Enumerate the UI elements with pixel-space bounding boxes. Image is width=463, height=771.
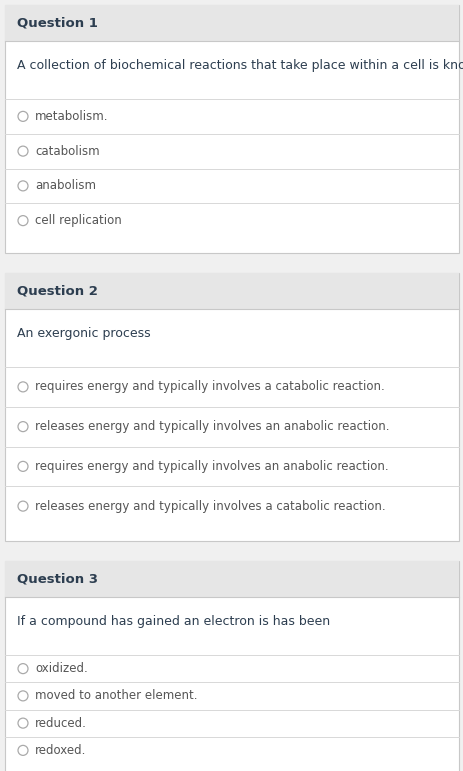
Text: requires energy and typically involves a catabolic reaction.: requires energy and typically involves a…: [35, 380, 384, 393]
Text: oxidized.: oxidized.: [35, 662, 88, 675]
Circle shape: [18, 181, 28, 191]
Circle shape: [18, 216, 28, 226]
Circle shape: [18, 718, 28, 728]
Circle shape: [18, 461, 28, 471]
Text: releases energy and typically involves an anabolic reaction.: releases energy and typically involves a…: [35, 420, 388, 433]
Circle shape: [18, 111, 28, 121]
Text: moved to another element.: moved to another element.: [35, 689, 197, 702]
Text: catabolism: catabolism: [35, 145, 100, 157]
Text: If a compound has gained an electron is has been: If a compound has gained an electron is …: [17, 615, 329, 628]
Text: An exergonic process: An exergonic process: [17, 327, 150, 340]
Circle shape: [18, 382, 28, 392]
Text: redoxed.: redoxed.: [35, 744, 86, 757]
Text: metabolism.: metabolism.: [35, 110, 108, 123]
Text: A collection of biochemical reactions that take place within a cell is known as: A collection of biochemical reactions th…: [17, 59, 463, 72]
Text: reduced.: reduced.: [35, 716, 87, 729]
Bar: [5, 273, 458, 541]
Text: Question 1: Question 1: [17, 16, 98, 29]
Text: anabolism: anabolism: [35, 180, 96, 193]
Bar: [5, 561, 458, 771]
Bar: [5, 5, 458, 41]
Text: requires energy and typically involves an anabolic reaction.: requires energy and typically involves a…: [35, 460, 388, 473]
Bar: [5, 273, 458, 309]
Text: Question 2: Question 2: [17, 284, 98, 298]
Text: releases energy and typically involves a catabolic reaction.: releases energy and typically involves a…: [35, 500, 385, 513]
Circle shape: [18, 746, 28, 756]
Circle shape: [18, 691, 28, 701]
Text: cell replication: cell replication: [35, 214, 121, 227]
Circle shape: [18, 422, 28, 432]
Bar: [5, 5, 458, 253]
Circle shape: [18, 501, 28, 511]
Circle shape: [18, 146, 28, 156]
Circle shape: [18, 664, 28, 674]
Text: Question 3: Question 3: [17, 573, 98, 585]
Bar: [5, 561, 458, 597]
